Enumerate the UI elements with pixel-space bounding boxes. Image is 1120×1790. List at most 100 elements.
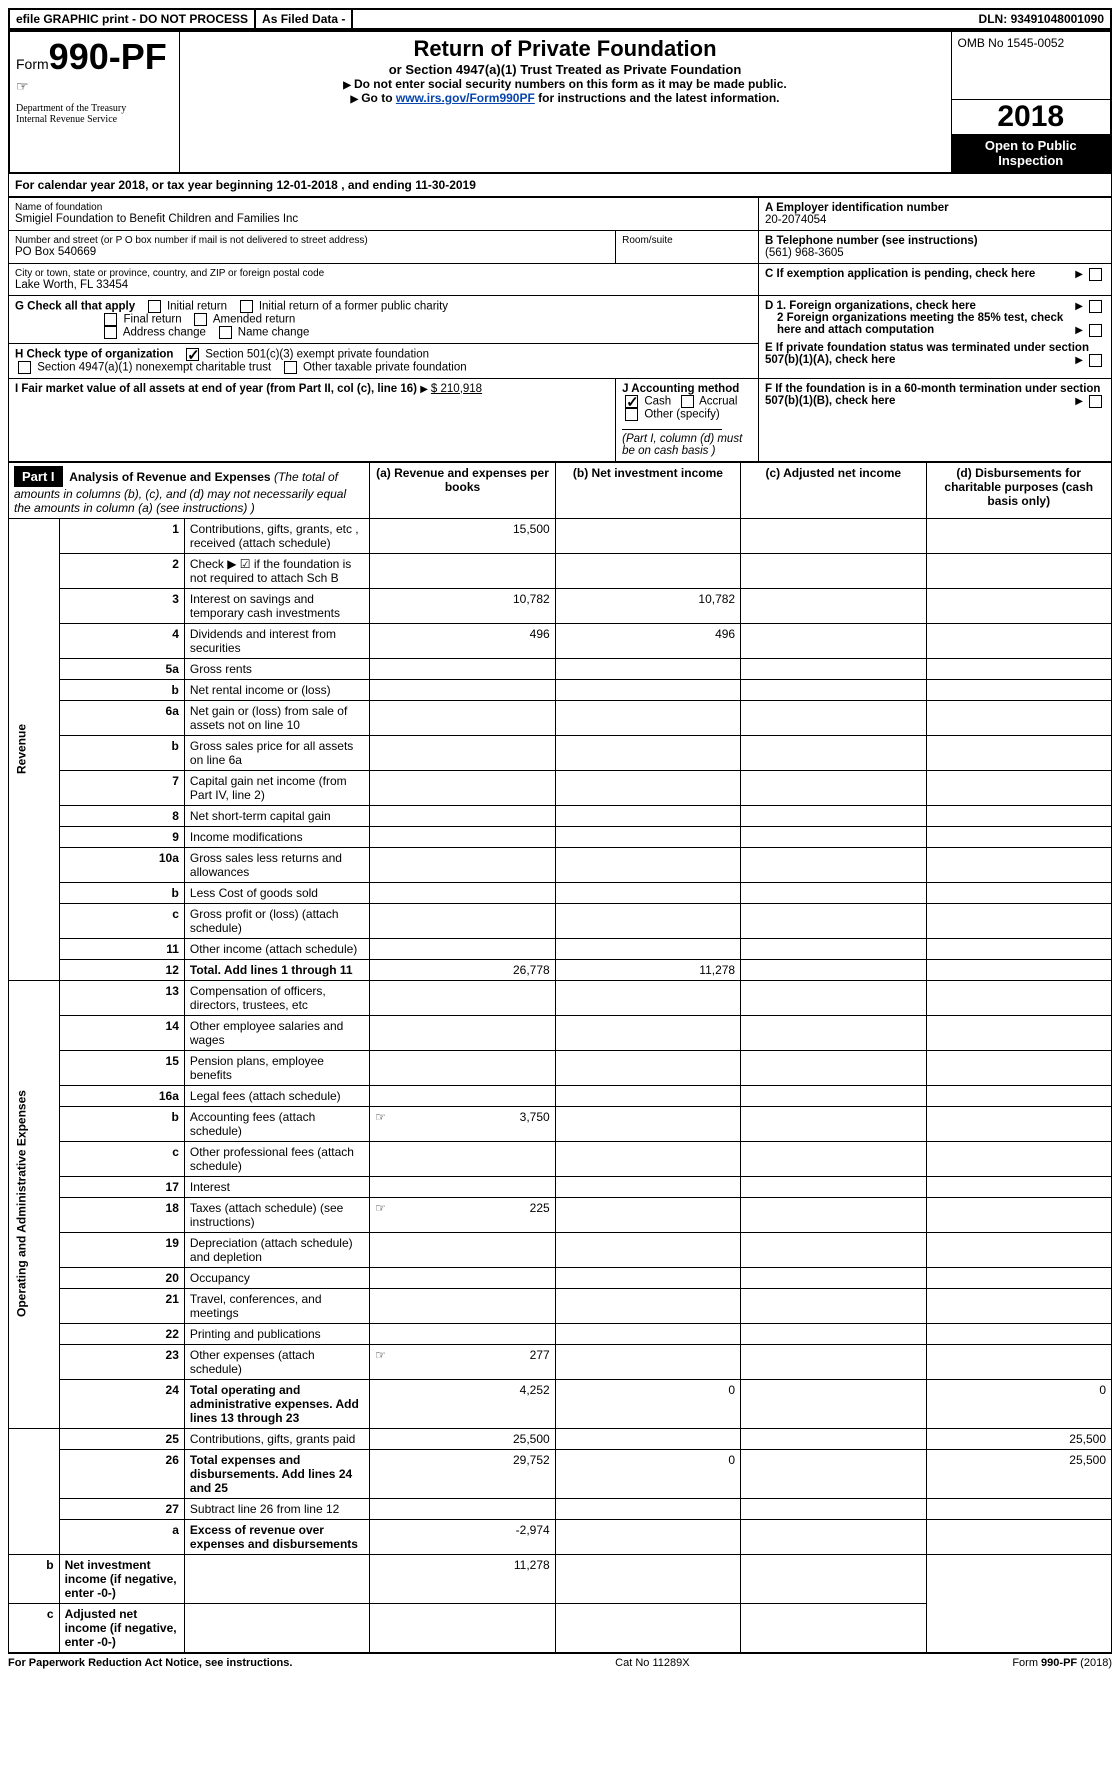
row-val: 26,778 [370,959,555,980]
row-val [370,658,555,679]
irs-link[interactable]: www.irs.gov/Form990PF [396,91,535,105]
table-row: 4Dividends and interest from securities4… [9,623,1112,658]
h-other-checkbox[interactable] [284,361,297,374]
row-val [926,903,1111,938]
row-val [926,1323,1111,1344]
table-row: 26Total expenses and disbursements. Add … [9,1449,1112,1498]
row-number: 20 [59,1267,184,1288]
row-desc: Less Cost of goods sold [184,882,369,903]
row-val [555,658,740,679]
row-val [555,1498,740,1519]
row-val [555,903,740,938]
row-val: -2,974 [370,1519,555,1554]
row-val [555,1288,740,1323]
g-address-checkbox[interactable] [104,326,117,339]
table-row: Revenue1Contributions, gifts, grants, et… [9,518,1112,553]
row-val [741,1379,926,1428]
cal-begin: 12-01-2018 [276,178,337,192]
row-desc: Gross profit or (loss) (attach schedule) [184,903,369,938]
row-number: 25 [59,1428,184,1449]
j-accrual-checkbox[interactable] [681,395,694,408]
side-expenses: Operating and Administrative Expenses [9,980,60,1428]
h-4947-checkbox[interactable] [18,361,31,374]
row-val [741,658,926,679]
row-number: b [59,679,184,700]
g-initial-former-checkbox[interactable] [240,300,253,313]
row-val [370,1015,555,1050]
irs-label: Internal Revenue Service [16,114,173,125]
row-val [555,518,740,553]
row-val [926,658,1111,679]
row-val [741,1141,926,1176]
table-row: cOther professional fees (attach schedul… [9,1141,1112,1176]
row-val [741,959,926,980]
j-cash-checkbox[interactable] [625,395,638,408]
row-val [741,805,926,826]
row-val [926,679,1111,700]
row-val [741,770,926,805]
h-501c3: Section 501(c)(3) exempt private foundat… [205,348,429,360]
table-row: 19Depreciation (attach schedule) and dep… [9,1232,1112,1267]
row-number: 1 [59,518,184,553]
row-val [926,1267,1111,1288]
f-checkbox[interactable] [1089,395,1102,408]
d1-checkbox[interactable] [1089,300,1102,313]
row-desc: Subtract line 26 from line 12 [184,1498,369,1519]
phone-label: B Telephone number (see instructions) [765,235,1105,247]
row-number: 5a [59,658,184,679]
row-val [926,1141,1111,1176]
row-number: c [59,903,184,938]
row-desc: Occupancy [184,1267,369,1288]
row-val [741,1085,926,1106]
row-val [555,700,740,735]
row-val [555,938,740,959]
table-row: 24Total operating and administrative exp… [9,1379,1112,1428]
row-desc: Capital gain net income (from Part IV, l… [184,770,369,805]
table-row: 16aLegal fees (attach schedule) [9,1085,1112,1106]
g-initial-checkbox[interactable] [148,300,161,313]
table-row: 7Capital gain net income (from Part IV, … [9,770,1112,805]
row-number: b [59,1106,184,1141]
row-val [741,679,926,700]
g-name-checkbox[interactable] [219,326,232,339]
row-val: 29,752 [370,1449,555,1498]
efile-label: efile GRAPHIC print - DO NOT PROCESS [10,10,256,28]
addr-label: Number and street (or P O box number if … [15,235,609,246]
table-row: 9Income modifications [9,826,1112,847]
instr2-pre: Go to [361,91,396,105]
row-desc: Legal fees (attach schedule) [184,1085,369,1106]
d1-label: D 1. Foreign organizations, check here [765,300,976,312]
j-other-checkbox[interactable] [625,408,638,421]
tax-year: 2018 [952,100,1111,134]
form-title: Return of Private Foundation [186,36,945,62]
row-val [741,1554,926,1603]
g-final-checkbox[interactable] [104,313,117,326]
row-number: 2 [59,553,184,588]
g-final: Final return [123,313,181,325]
row-val: 0 [555,1449,740,1498]
table-row: cGross profit or (loss) (attach schedule… [9,903,1112,938]
row-val [555,1519,740,1554]
h-501c3-checkbox[interactable] [186,348,199,361]
g-amended-checkbox[interactable] [194,313,207,326]
row-desc: Check ▶ ☑ if the foundation is not requi… [184,553,369,588]
row-val [741,903,926,938]
row-desc: Taxes (attach schedule) (see instruction… [184,1197,369,1232]
table-row: 3Interest on savings and temporary cash … [9,588,1112,623]
row-desc: Net rental income or (loss) [184,679,369,700]
row-number: 3 [59,588,184,623]
row-number: 9 [59,826,184,847]
j-cash: Cash [644,395,671,407]
d2-checkbox[interactable] [1089,324,1102,337]
col-c-header: (c) Adjusted net income [741,462,926,518]
attach-icon[interactable]: ☞ [375,1110,386,1124]
row-val [926,959,1111,980]
row-val [555,847,740,882]
attach-icon[interactable]: ☞ [375,1348,386,1362]
row-val [555,1050,740,1085]
row-val [370,679,555,700]
row-val [741,980,926,1015]
e-checkbox[interactable] [1089,354,1102,367]
attach-icon[interactable]: ☞ [375,1201,386,1215]
c-checkbox[interactable] [1089,268,1102,281]
